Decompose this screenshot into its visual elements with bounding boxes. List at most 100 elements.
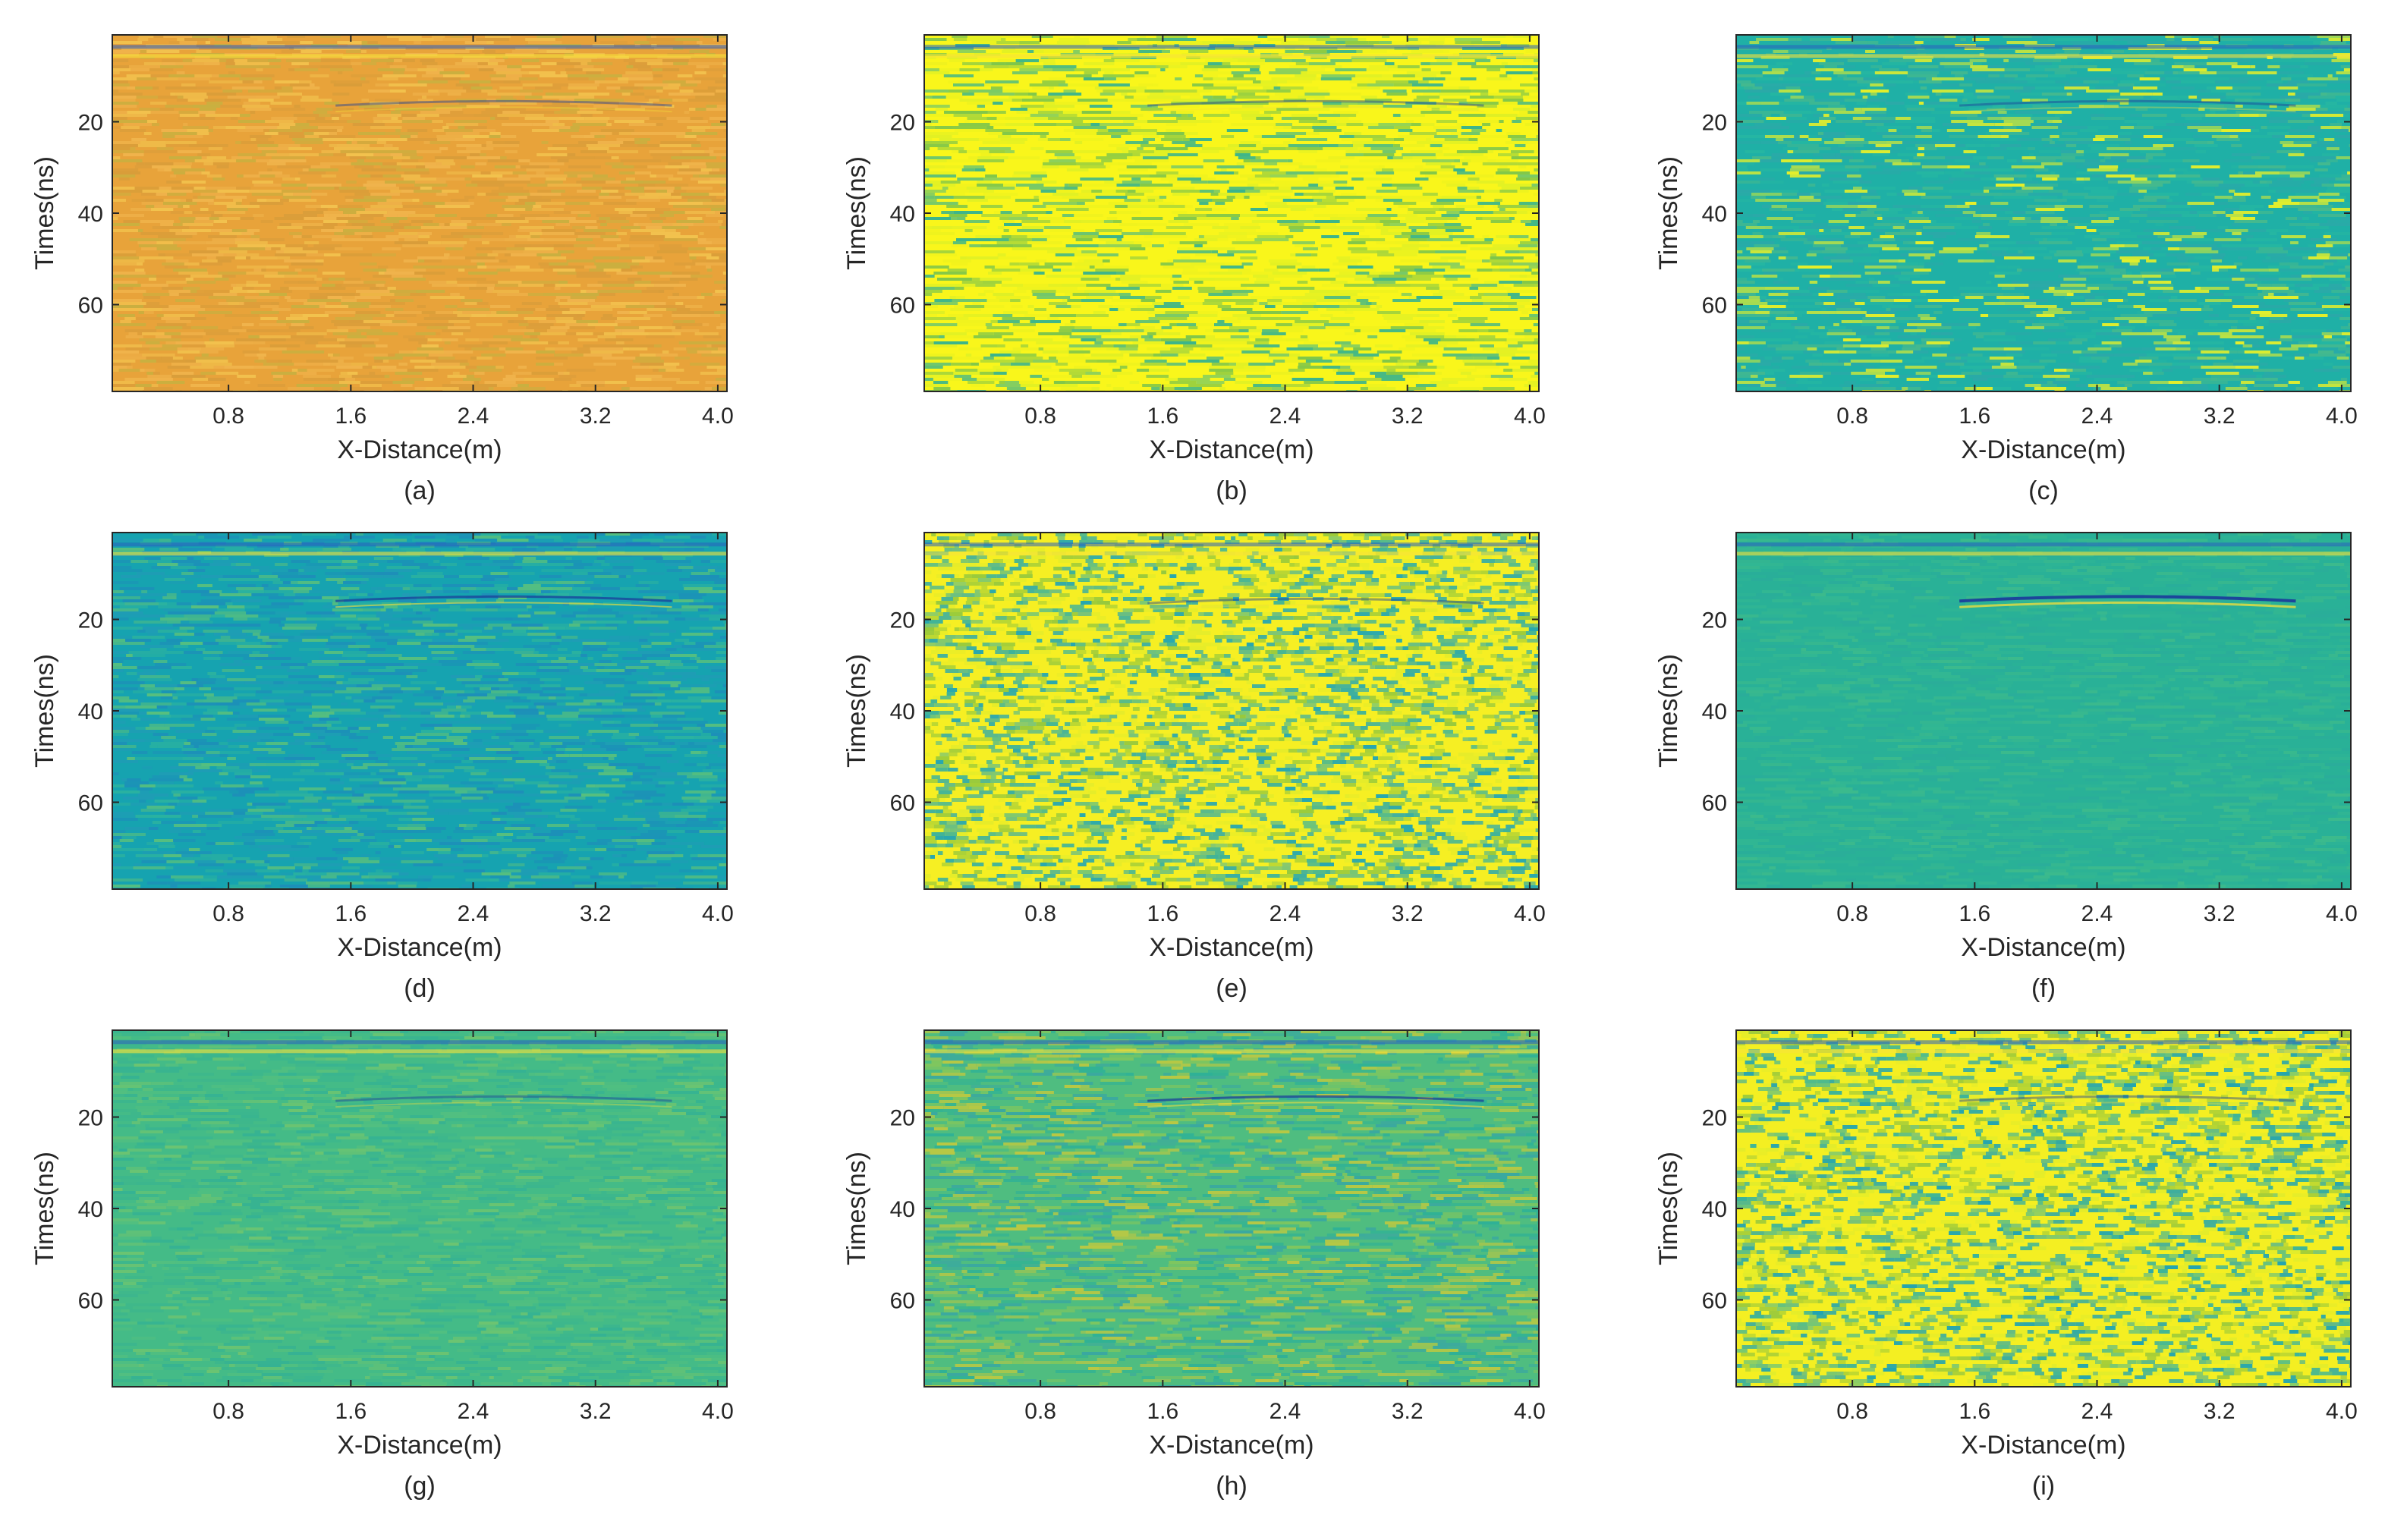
x-tick-label: 0.8 xyxy=(1024,901,1056,926)
x-tick-label: 1.6 xyxy=(1959,901,1990,926)
direct-wave-band xyxy=(1736,552,2351,556)
x-tick-label: 4.0 xyxy=(702,404,734,429)
y-tick-label: 60 xyxy=(1702,1289,1727,1314)
x-axis-label: X-Distance(m) xyxy=(1149,1431,1314,1460)
y-axis-label: Times(ns) xyxy=(842,156,871,270)
y-axis-label: Times(ns) xyxy=(1654,156,1683,270)
y-tick-label: 20 xyxy=(890,1105,915,1130)
x-axis-label: X-Distance(m) xyxy=(337,1431,502,1460)
y-tick-label: 60 xyxy=(78,1289,103,1314)
y-tick-label: 20 xyxy=(78,1105,103,1130)
x-axis-label: X-Distance(m) xyxy=(337,435,502,464)
x-tick-label: 3.2 xyxy=(580,404,612,429)
direct-wave-band xyxy=(112,54,727,58)
x-tick-label: 4.0 xyxy=(1514,1399,1546,1424)
x-tick-label: 0.8 xyxy=(212,1399,244,1424)
heatmap-image xyxy=(112,533,727,889)
panel-b: 0.8 1.6 2.4 3.2 4.0 20 40 60 X-Distance(m) Times(… xyxy=(842,34,1546,505)
heatmap-image xyxy=(924,35,1539,391)
target-hyperbola-echo xyxy=(335,1102,672,1108)
target-hyperbola-echo xyxy=(1959,106,2296,113)
x-tick-label: 0.8 xyxy=(1024,404,1056,429)
x-tick-label: 1.6 xyxy=(1959,404,1990,429)
x-tick-label: 4.0 xyxy=(702,901,734,926)
direct-wave-band xyxy=(112,542,727,547)
y-tick-label: 60 xyxy=(890,791,915,816)
heatmap-image xyxy=(924,533,1539,889)
y-tick-label: 40 xyxy=(78,699,103,724)
panel-caption: (h) xyxy=(1216,1472,1247,1501)
target-hyperbola-echo xyxy=(335,106,672,113)
x-tick-label: 3.2 xyxy=(1392,404,1424,429)
x-tick-label: 3.2 xyxy=(1392,1399,1424,1424)
panel-e: 0.8 1.6 2.4 3.2 4.0 20 40 60 X-Distance(m) Times(… xyxy=(842,532,1546,1003)
x-tick-label: 3.2 xyxy=(1392,901,1424,926)
target-hyperbola xyxy=(1147,99,1484,107)
x-tick-label: 2.4 xyxy=(2081,901,2113,926)
direct-wave-band xyxy=(1736,1049,2351,1054)
y-tick-label: 60 xyxy=(1702,791,1727,816)
panel-caption: (i) xyxy=(2032,1472,2055,1501)
direct-wave-band xyxy=(1736,1040,2351,1045)
panel-c: 0.8 1.6 2.4 3.2 4.0 20 40 60 X-Distance(m) Times(… xyxy=(1654,34,2358,505)
direct-wave-band xyxy=(924,54,1539,58)
y-axis-label: Times(ns) xyxy=(842,654,871,768)
x-tick-label: 2.4 xyxy=(1270,901,1301,926)
x-tick-label: 2.4 xyxy=(458,404,489,429)
target-hyperbola-echo xyxy=(335,602,672,608)
x-tick-label: 2.4 xyxy=(2081,404,2113,429)
y-axis-label: Times(ns) xyxy=(842,1152,871,1265)
target-hyperbola xyxy=(335,1095,672,1102)
x-axis-label: X-Distance(m) xyxy=(1149,435,1314,464)
y-axis-label: Times(ns) xyxy=(30,1152,59,1265)
y-tick-label: 20 xyxy=(890,608,915,633)
target-hyperbola xyxy=(1959,1095,2296,1102)
x-tick-label: 2.4 xyxy=(1270,1399,1301,1424)
x-tick-label: 1.6 xyxy=(1147,1399,1178,1424)
x-tick-label: 4.0 xyxy=(2326,1399,2358,1424)
direct-wave-band xyxy=(924,1040,1539,1045)
direct-wave-band xyxy=(112,1040,727,1045)
x-tick-label: 1.6 xyxy=(1147,901,1178,926)
x-tick-label: 2.4 xyxy=(458,1399,489,1424)
panel-a: 0.8 1.6 2.4 3.2 4.0 20 40 60 X-Distance(m) Times(… xyxy=(30,34,734,505)
direct-wave-band xyxy=(112,1049,727,1054)
x-tick-label: 4.0 xyxy=(702,1399,734,1424)
panel-d: 0.8 1.6 2.4 3.2 4.0 20 40 60 X-Distance(m) Times(… xyxy=(30,532,734,1003)
y-axis-label: Times(ns) xyxy=(30,654,59,768)
y-tick-label: 40 xyxy=(1702,1197,1727,1222)
panel-f: 0.8 1.6 2.4 3.2 4.0 20 40 60 X-Distance(m) Times(… xyxy=(1654,532,2358,1003)
target-hyperbola xyxy=(335,595,672,602)
panel-caption: (e) xyxy=(1216,974,1247,1003)
x-tick-label: 1.6 xyxy=(335,1399,367,1424)
x-tick-label: 1.6 xyxy=(335,404,367,429)
direct-wave-band xyxy=(924,1049,1539,1054)
direct-wave-band xyxy=(112,552,727,556)
x-tick-label: 1.6 xyxy=(335,901,367,926)
x-tick-label: 4.0 xyxy=(1514,404,1546,429)
y-tick-label: 20 xyxy=(1702,608,1727,633)
y-tick-label: 20 xyxy=(890,110,915,135)
y-tick-label: 20 xyxy=(1702,110,1727,135)
panel-g: 0.8 1.6 2.4 3.2 4.0 20 40 60 X-Distance(m) Times(… xyxy=(30,1029,734,1501)
y-tick-label: 40 xyxy=(1702,699,1727,724)
y-tick-label: 40 xyxy=(78,202,103,227)
panel-i: 0.8 1.6 2.4 3.2 4.0 20 40 60 X-Distance(m) Times(… xyxy=(1654,1029,2358,1501)
target-hyperbola-echo xyxy=(1147,1102,1484,1108)
x-tick-label: 2.4 xyxy=(1270,404,1301,429)
x-tick-label: 0.8 xyxy=(212,901,244,926)
x-tick-label: 0.8 xyxy=(1836,1399,1868,1424)
heatmap-image xyxy=(1736,1030,2351,1387)
y-tick-label: 40 xyxy=(890,1197,915,1222)
y-tick-label: 40 xyxy=(1702,202,1727,227)
x-tick-label: 0.8 xyxy=(1024,1399,1056,1424)
x-axis-label: X-Distance(m) xyxy=(1961,933,2125,962)
x-tick-label: 2.4 xyxy=(458,901,489,926)
x-tick-label: 0.8 xyxy=(1836,404,1868,429)
panel-caption: (g) xyxy=(404,1472,436,1501)
target-hyperbola-echo xyxy=(1147,604,1484,611)
target-hyperbola xyxy=(1959,595,2296,603)
y-axis-label: Times(ns) xyxy=(1654,1152,1683,1265)
x-tick-label: 0.8 xyxy=(212,404,244,429)
target-hyperbola xyxy=(1147,597,1484,605)
